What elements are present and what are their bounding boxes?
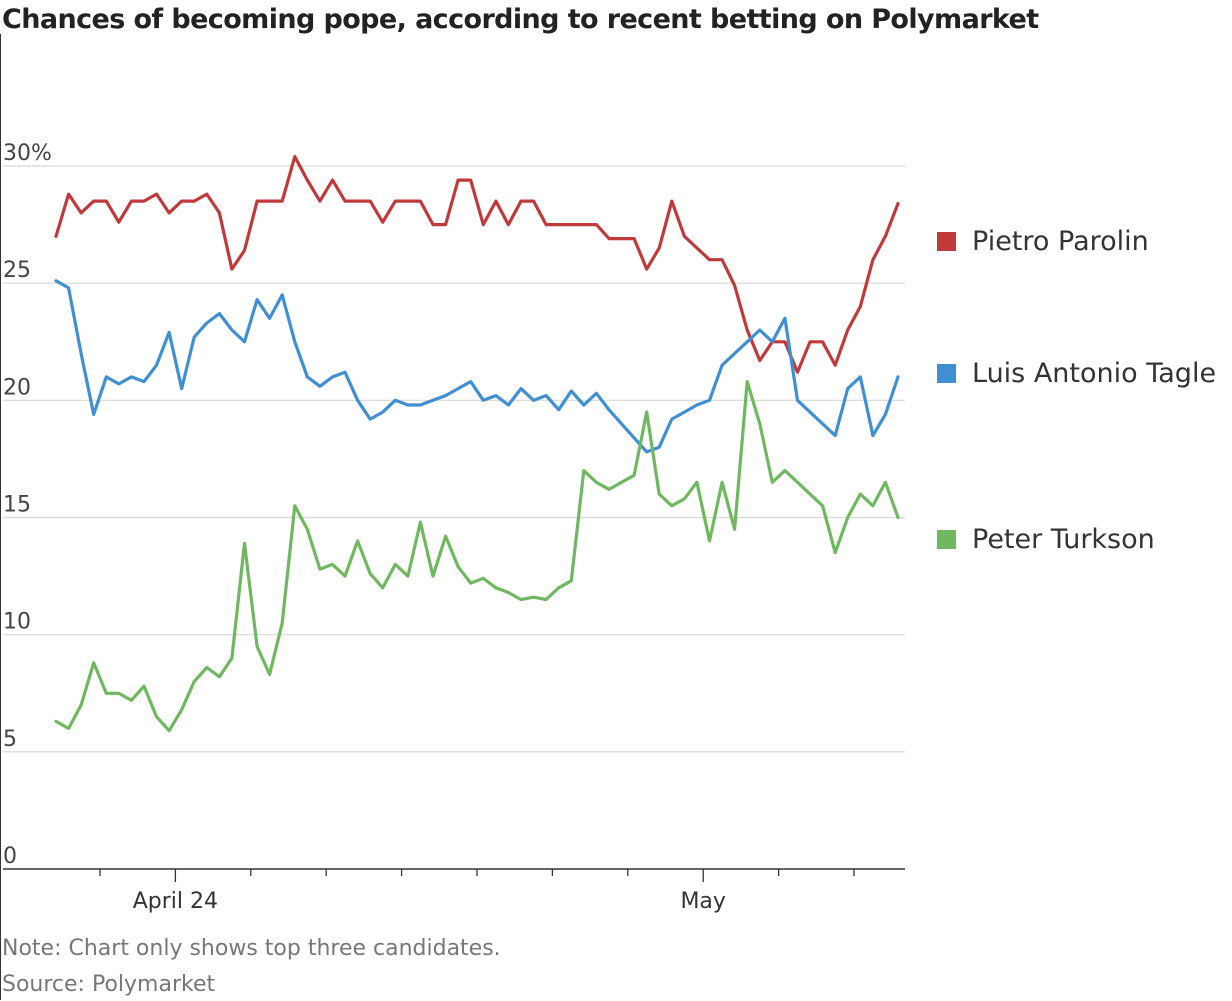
x-tick-label: May (680, 889, 725, 914)
chart-source: Source: Polymarket (2, 972, 216, 997)
y-tick-label: 5 (3, 727, 17, 752)
legend-item-pietro-parolin: Pietro Parolin (937, 226, 1149, 257)
series-line-1 (54, 279, 900, 454)
left-rule (0, 34, 1, 1000)
series-line-2 (54, 380, 900, 733)
legend-item-peter-turkson: Peter Turkson (937, 524, 1155, 555)
series-line-0 (54, 155, 900, 374)
legend-item-luis-antonio-tagle: Luis Antonio Tagle (937, 358, 1216, 389)
y-tick-label: 0 (3, 844, 17, 869)
legend-label: Pietro Parolin (972, 226, 1149, 257)
legend-swatch (937, 364, 956, 383)
x-tick-label: April 24 (133, 889, 218, 914)
y-tick-label: 30% (3, 141, 52, 166)
series-lines (54, 155, 900, 733)
y-tick-label: 25 (3, 258, 31, 283)
chart-note: Note: Chart only shows top three candida… (2, 936, 501, 961)
x-axis: April 24 May (3, 868, 905, 914)
y-tick-label: 15 (3, 493, 31, 518)
legend-label: Luis Antonio Tagle (972, 358, 1217, 389)
legend-label: Peter Turkson (972, 524, 1155, 555)
y-tick-label: 20 (3, 375, 31, 400)
legend-swatch (937, 530, 956, 549)
y-axis-tick-labels: 0 5 10 15 20 25 30% (3, 141, 52, 869)
y-tick-label: 10 (3, 610, 31, 635)
chart-title: Chances of becoming pope, according to r… (2, 4, 1039, 35)
grid-lines (3, 165, 905, 753)
legend-swatch (937, 232, 956, 251)
